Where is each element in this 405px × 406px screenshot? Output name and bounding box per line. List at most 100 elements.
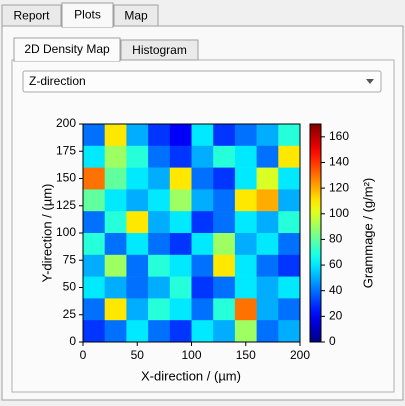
dropdown[interactable]	[22, 70, 382, 93]
heatmap-cell	[278, 211, 301, 234]
tab[interactable]	[1, 4, 62, 27]
y-tick-label: 75	[63, 252, 77, 266]
heatmap-cell	[234, 167, 257, 190]
heatmap-cell	[234, 145, 257, 168]
heatmap-cell	[213, 124, 236, 147]
heatmap-cell	[213, 233, 236, 256]
heatmap-cell	[104, 167, 127, 190]
y-tick-label: 25	[63, 307, 77, 321]
y-tick-label: 0	[69, 334, 76, 348]
heatmap-cell	[104, 211, 127, 234]
heatmap-cell	[83, 124, 105, 147]
heatmap-cell	[234, 298, 257, 321]
heatmap-cell	[126, 167, 149, 190]
colorbar-label: Grammage / (g/m²)	[360, 178, 375, 289]
heatmap-cell	[278, 145, 301, 168]
heatmap-cell	[256, 233, 279, 256]
x-tick-label: 50	[131, 348, 145, 362]
heatmap-cell	[83, 167, 105, 190]
heatmap-cell	[83, 320, 105, 343]
heatmap-cell	[278, 124, 301, 147]
tab-label: 2D Density Map	[24, 42, 110, 56]
heatmap-cell	[148, 211, 171, 234]
tab-label: Plots	[74, 8, 101, 22]
x-axis-label: X-direction / (µm)	[141, 368, 241, 383]
heatmap-cell	[83, 298, 105, 321]
heatmap-cell	[256, 145, 279, 168]
heatmap-cell	[83, 145, 105, 168]
heatmap-cell	[191, 211, 214, 234]
heatmap-cell	[148, 298, 171, 321]
heatmap-cell	[126, 276, 149, 299]
heatmap-cell	[83, 211, 105, 234]
heatmap-cell	[126, 211, 149, 234]
heatmap-cell	[234, 254, 257, 277]
colorbar-tick-label: 0	[329, 334, 336, 348]
heatmap-cell	[278, 167, 301, 190]
heatmap-cell	[148, 276, 171, 299]
heatmap-cell	[191, 254, 214, 277]
heatmap-cell	[126, 298, 149, 321]
tab-label: Map	[124, 9, 148, 23]
heatmap-cell	[278, 254, 301, 277]
heatmap-cell	[148, 189, 171, 212]
heatmap-cell	[191, 145, 214, 168]
dropdown-arrow	[366, 79, 374, 84]
heatmap-cell	[213, 211, 236, 234]
heatmap-cell	[169, 233, 192, 256]
y-tick-label: 200	[56, 116, 76, 130]
heatmap-cell	[213, 189, 236, 212]
colorbar-tick-label: 160	[329, 129, 349, 143]
heatmap-cell	[169, 254, 192, 277]
heatmap-cell	[191, 233, 214, 256]
heatmap-cell	[104, 189, 127, 212]
heatmap-cell	[213, 298, 236, 321]
heatmap-cell	[148, 145, 171, 168]
heatmap-cell	[83, 189, 105, 212]
tab-label: Report	[13, 9, 50, 23]
y-tick-label: 175	[56, 143, 76, 157]
heatmap-cell	[169, 276, 192, 299]
heatmap-cell	[278, 276, 301, 299]
heatmap-cell	[169, 124, 192, 147]
heatmap-cell	[126, 254, 149, 277]
heatmap-cell	[169, 145, 192, 168]
x-tick-label: 0	[80, 348, 87, 362]
heatmap-cell	[169, 298, 192, 321]
heatmap-cell	[104, 320, 127, 343]
heatmap-cell	[256, 254, 279, 277]
heatmap-cell	[169, 211, 192, 234]
heatmap-cell	[191, 124, 214, 147]
heatmap-cell	[104, 254, 127, 277]
heatmap-cell	[234, 124, 257, 147]
tab[interactable]	[113, 4, 159, 27]
y-tick-label: 100	[56, 225, 76, 239]
heatmap-cell	[148, 320, 171, 343]
heatmap-cell	[278, 320, 301, 343]
heatmap-cell	[234, 211, 257, 234]
x-tick-label: 150	[236, 348, 256, 362]
heatmap-cell	[126, 320, 149, 343]
x-tick-label: 100	[181, 348, 201, 362]
colorbar-tick-label: 60	[329, 257, 343, 271]
colorbar	[309, 123, 322, 343]
heatmap-cell	[104, 124, 127, 147]
heatmap-cell	[191, 320, 214, 343]
heatmap-cell	[278, 233, 301, 256]
heatmap-cell	[148, 233, 171, 256]
heatmap-cell	[234, 233, 257, 256]
heatmap-cell	[83, 233, 105, 256]
x-tick-label: 200	[290, 348, 310, 362]
heatmap-cell	[104, 233, 127, 256]
heatmap-cell	[126, 124, 149, 147]
tab[interactable]	[120, 39, 199, 61]
heatmap-cell	[83, 276, 105, 299]
heatmap-cell	[191, 167, 214, 190]
heatmap-cell	[234, 276, 257, 299]
y-tick-label: 125	[56, 198, 76, 212]
y-tick-label: 50	[63, 280, 77, 294]
heatmap-cell	[191, 298, 214, 321]
heatmap-cell	[256, 298, 279, 321]
heatmap-cell	[104, 298, 127, 321]
